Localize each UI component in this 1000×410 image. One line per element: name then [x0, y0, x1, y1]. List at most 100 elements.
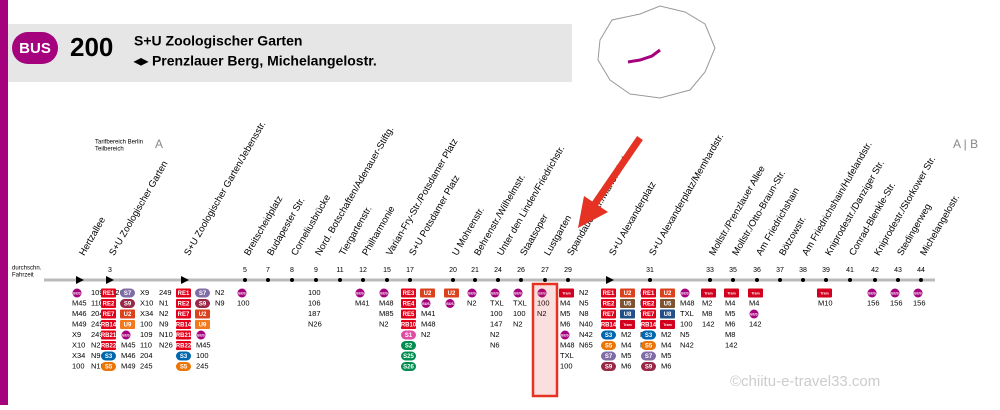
connection: 100 — [537, 298, 550, 307]
connection: RB22 — [176, 344, 192, 350]
connection: N2 — [215, 288, 225, 297]
connection: M5 — [621, 351, 631, 360]
connection: 100 — [237, 298, 250, 307]
connection: RB21 — [101, 333, 117, 339]
time-label: Fahrzeit — [12, 273, 34, 279]
connection: BUS — [197, 333, 205, 337]
stop-marker — [385, 278, 389, 282]
connection: M4 — [621, 340, 631, 349]
connection-badge — [641, 330, 656, 340]
connection-badge — [445, 299, 455, 308]
connection: X34 — [140, 309, 153, 318]
connection: RB22 — [101, 344, 117, 350]
connection-badge — [101, 288, 116, 298]
connection-badge — [196, 330, 206, 340]
connection: RB21 — [176, 333, 192, 339]
connection-badge — [641, 309, 656, 319]
connection: RE1 — [643, 291, 655, 297]
connection-badge — [120, 299, 135, 308]
connection: RE1 — [103, 291, 115, 297]
connection: RE2 — [643, 302, 655, 308]
stop-marker — [338, 278, 342, 282]
connection-badge — [490, 288, 500, 298]
stop-time: 8 — [290, 267, 294, 274]
connection: M8 — [702, 309, 712, 318]
red-arrow — [578, 136, 643, 228]
stop-time: 7 — [266, 267, 270, 274]
stop-marker — [290, 278, 294, 282]
connection-badge — [748, 288, 763, 298]
header-box — [8, 24, 572, 82]
stop-time: 3 — [108, 267, 112, 274]
connection: 147 — [490, 319, 503, 328]
connection: BUS — [73, 291, 81, 295]
connection: S9 — [645, 365, 653, 371]
connection-badge — [701, 288, 716, 298]
connection-badge — [176, 288, 191, 298]
connection: N9 — [91, 351, 101, 360]
watermark: ©chiitu-e-travel33.com — [730, 373, 880, 390]
connection: 142 — [702, 319, 715, 328]
stop-marker — [731, 278, 735, 282]
stop-time: 26 — [517, 267, 525, 274]
connection: X9 — [140, 288, 149, 297]
connection: N26 — [159, 340, 173, 349]
connection: S7 — [605, 354, 613, 360]
connection: S9 — [605, 365, 613, 371]
zone-a: A — [155, 137, 163, 151]
connection: N10 — [159, 330, 173, 339]
connection-badge — [601, 362, 616, 371]
stop-time: 39 — [822, 267, 830, 274]
connection-badge — [401, 320, 416, 329]
connection-badge — [660, 288, 675, 298]
connection: U2 — [124, 312, 132, 318]
connection: 110 — [91, 298, 103, 307]
connection-badge — [401, 362, 416, 371]
connection: N26 — [308, 319, 322, 328]
stop-marker — [361, 278, 365, 282]
connection: M85 — [379, 309, 394, 318]
arrow-shaft — [589, 136, 643, 210]
connection-badge — [120, 320, 135, 329]
connection-badge — [641, 288, 656, 298]
connection-badge — [176, 330, 191, 340]
connection-badge — [120, 288, 135, 298]
connection: Tram — [727, 291, 735, 295]
stop-marker — [919, 278, 923, 282]
connection: U8 — [624, 312, 632, 318]
connection-badge — [467, 288, 477, 298]
stop-marker — [824, 278, 828, 282]
zone-ab: A | B — [953, 137, 978, 151]
connection: S3 — [105, 354, 113, 360]
connection-badge — [401, 288, 416, 298]
connection: RB14 — [641, 323, 657, 329]
connection-badge — [101, 299, 116, 308]
connection-badge — [913, 288, 923, 298]
connection: 142 — [749, 319, 762, 328]
stop-marker — [473, 278, 477, 282]
stop-marker — [801, 278, 805, 282]
connection: N40 — [579, 319, 593, 328]
connection: 204 — [140, 351, 153, 360]
connection: X10 — [140, 298, 153, 307]
connection-badge — [724, 288, 739, 298]
connection: M4 — [725, 298, 735, 307]
connection: BUS — [356, 291, 364, 295]
connection: M4 — [661, 340, 671, 349]
connection-badge — [601, 330, 616, 340]
connection-badge — [641, 320, 656, 329]
stop-marker — [755, 278, 759, 282]
stop-time: 35 — [729, 267, 737, 274]
connection: BUS — [514, 291, 522, 295]
connection: 187 — [308, 309, 321, 318]
connection: TXL — [513, 298, 527, 307]
stop-marker — [76, 276, 84, 284]
connection: RE7 — [103, 312, 115, 318]
connection-badge — [867, 288, 877, 298]
stop-time: 21 — [471, 267, 479, 274]
connection: BUS — [891, 291, 899, 295]
connection-badge — [401, 299, 416, 308]
stop-marker — [451, 278, 455, 282]
connection: N2 — [379, 319, 389, 328]
connection-badge — [660, 309, 675, 319]
